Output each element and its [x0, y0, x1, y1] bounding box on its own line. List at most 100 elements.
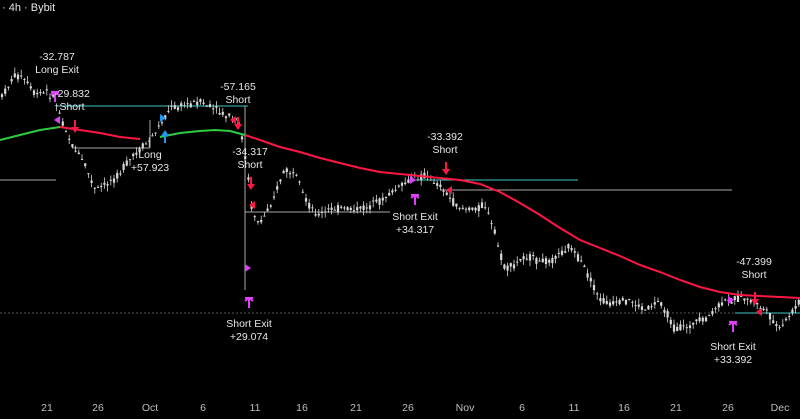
candle-body [791, 309, 794, 313]
candle-body [615, 301, 618, 303]
candle-body [343, 207, 346, 209]
candle-body [362, 205, 365, 211]
candle-body [612, 301, 615, 305]
candle-body [720, 302, 724, 306]
trade-label-value: Short Exit [226, 318, 272, 330]
candle-body [87, 173, 90, 175]
candle-body [397, 185, 400, 187]
candle-body [42, 92, 45, 94]
candle-body [468, 207, 471, 211]
candle-body [224, 116, 228, 119]
candle-body [381, 197, 384, 201]
signal-triangle-icon [446, 186, 452, 194]
trade-label-type: Short [432, 144, 457, 156]
candle-body [548, 259, 551, 263]
trade-label-value: -57.165 [220, 81, 256, 93]
candle-body [471, 207, 474, 210]
candle-body [266, 208, 269, 211]
candle-body [532, 255, 535, 257]
candle-body [77, 152, 80, 155]
candle-body [525, 258, 528, 260]
candle-body [317, 213, 320, 216]
candle-body [68, 138, 71, 140]
candle-body [516, 261, 519, 263]
candle-body [141, 143, 144, 148]
candle-body [637, 304, 640, 307]
trade-label-value: Short Exit [710, 341, 756, 353]
candle-body [788, 316, 791, 318]
trade-label-value: -47.399 [736, 256, 772, 268]
candle-body [157, 125, 160, 127]
candle-body [506, 265, 509, 271]
candle-body [272, 196, 276, 198]
candle-body [314, 214, 317, 216]
trade-label-value: Short Exit [392, 211, 438, 223]
candle-body [765, 309, 768, 311]
candle-body [445, 192, 448, 195]
candle-body [0, 94, 4, 98]
candle-body [100, 186, 103, 188]
candle-body [192, 100, 196, 102]
x-axis-tick-label: Nov [456, 402, 475, 414]
candle-body [391, 190, 394, 193]
candle-body [263, 215, 266, 217]
candle-body [346, 207, 349, 211]
candle-body [64, 131, 68, 133]
candle-body [503, 264, 506, 269]
candle-body [660, 302, 663, 306]
candle-body [400, 182, 404, 186]
signal-triangle-icon [410, 176, 416, 184]
exit-marker-icon [50, 90, 60, 102]
candle-body [557, 252, 560, 254]
candle-body [352, 210, 356, 212]
candle-body [106, 184, 109, 186]
trade-label-type: +34.317 [396, 224, 434, 236]
candle-body [756, 302, 759, 305]
candle-body [74, 150, 77, 152]
candle-body [653, 302, 656, 305]
x-axis-tick-label: 26 [402, 402, 414, 414]
candle-body [452, 198, 455, 206]
candle-body [768, 312, 772, 320]
candle-body [685, 327, 688, 329]
candle-body [221, 111, 224, 115]
candle-body [324, 211, 327, 213]
candle-body [388, 192, 391, 196]
candle-body [320, 211, 324, 213]
candle-body [522, 256, 525, 260]
candle-body [295, 174, 298, 176]
candle-body [84, 163, 87, 167]
candle-body [724, 299, 727, 301]
candle-body [583, 265, 586, 268]
candle-body [608, 302, 612, 306]
candle-body [80, 158, 84, 160]
candle-body [455, 203, 458, 207]
candle-body [375, 199, 378, 202]
candle-body [711, 311, 714, 315]
candle-body [122, 163, 125, 171]
candle-body [167, 111, 170, 113]
trade-label-type: +29.074 [230, 331, 268, 343]
candle-body [672, 324, 676, 332]
candle-body [378, 198, 381, 205]
candle-body [45, 89, 48, 91]
candle-body [554, 255, 557, 259]
candle-body [580, 260, 583, 262]
candle-body [493, 229, 496, 234]
candle-body [39, 92, 42, 94]
candle-body [743, 298, 746, 301]
trade-label-type: Short [237, 159, 262, 171]
candle-body [240, 136, 244, 140]
candle-body [10, 79, 13, 82]
candle-body [605, 300, 608, 304]
candle-body [679, 324, 682, 331]
entry-arrow-icon [442, 162, 450, 175]
candle-body [103, 182, 106, 185]
candle-body [109, 179, 112, 181]
candle-body [416, 179, 420, 181]
exit-marker-icon [728, 320, 738, 332]
candle-body [432, 182, 436, 184]
candle-body [288, 173, 292, 175]
candle-body [304, 198, 308, 202]
